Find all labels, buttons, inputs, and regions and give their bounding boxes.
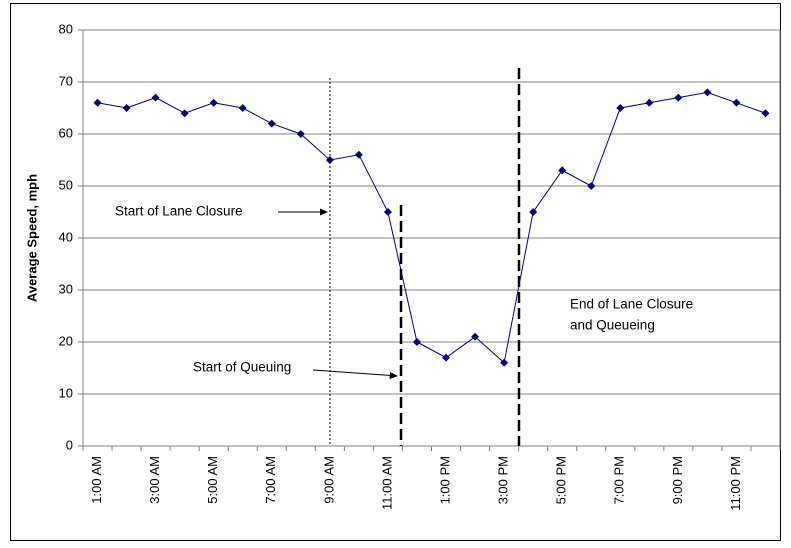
y-tick-label: 80 [59, 21, 73, 36]
point [500, 358, 509, 367]
x-tick-label: 9:00 AM [321, 456, 336, 504]
point [325, 156, 334, 164]
y-tick-label: 60 [59, 125, 73, 140]
point [93, 98, 102, 107]
y-tick-label: 10 [59, 385, 73, 400]
point [616, 104, 625, 112]
point [209, 98, 218, 107]
point [674, 93, 683, 102]
annotation: and Queueing [570, 318, 655, 333]
annotation: Start of Queuing [193, 360, 291, 375]
point [587, 182, 596, 190]
annotation: Start of Lane Closure [115, 204, 243, 219]
y-axis-label: Average Speed, mph [24, 174, 39, 302]
point [238, 104, 247, 112]
x-tick-label: 11:00 PM [728, 456, 743, 511]
point [529, 208, 538, 216]
point [296, 130, 305, 138]
point [122, 104, 131, 112]
annotation: End of Lane Closure [570, 297, 693, 312]
arrow [312, 369, 392, 376]
point [180, 109, 189, 118]
x-tick-label: 1:00 PM [437, 456, 452, 504]
y-tick-label: 40 [59, 229, 73, 244]
x-tick-label: 3:00 AM [147, 456, 162, 504]
point [442, 353, 451, 362]
x-tick-label: 7:00 AM [263, 456, 278, 504]
x-tick-label: 5:00 AM [205, 456, 220, 504]
x-tick-label: 1:00 AM [89, 456, 104, 504]
y-tick-label: 70 [59, 73, 73, 88]
y-tick-label: 20 [59, 333, 73, 348]
x-tick-label: 5:00 PM [554, 456, 569, 504]
point [703, 88, 712, 97]
arrowhead [389, 372, 398, 379]
point [383, 208, 392, 216]
point [761, 109, 770, 118]
y-tick-label: 30 [59, 281, 73, 296]
chart-border [10, 3, 781, 541]
x-tick-label: 7:00 PM [612, 456, 627, 504]
x-tick-label: 3:00 PM [496, 456, 511, 504]
x-tick-label: 9:00 PM [670, 456, 685, 504]
point [151, 93, 160, 102]
x-tick-label: 11:00 AM [379, 456, 394, 510]
point [732, 98, 741, 107]
point [645, 98, 654, 107]
y-tick-label: 50 [59, 177, 73, 192]
point [267, 119, 276, 128]
point [471, 332, 480, 341]
series-line [97, 91, 766, 364]
y-tick-label: 0 [66, 437, 73, 452]
point [558, 166, 567, 175]
point [354, 150, 363, 159]
point [412, 338, 421, 346]
arrowhead [320, 208, 328, 216]
